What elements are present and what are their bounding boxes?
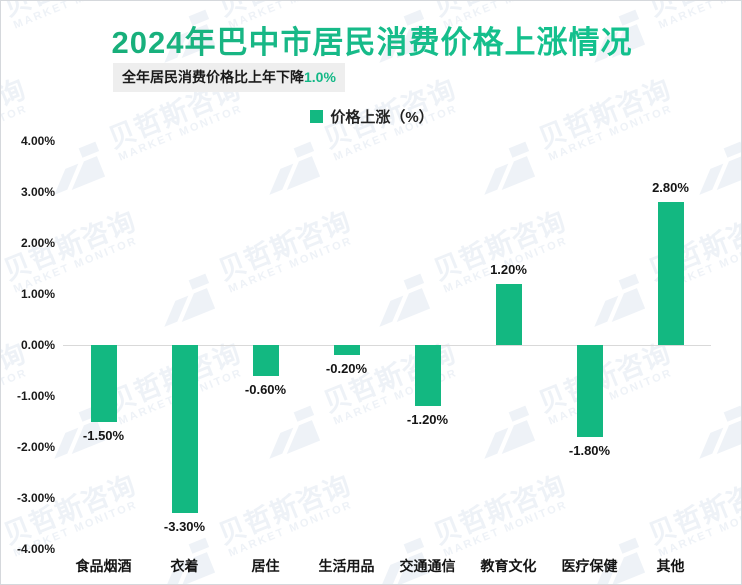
bar-group[interactable]: 1.20% 教育文化 (468, 141, 549, 574)
y-axis-tick-label: -4.00% (16, 542, 55, 556)
bar-group[interactable]: -1.20% 交通通信 (387, 141, 468, 574)
y-axis-tick-label: 1.00% (20, 287, 55, 301)
subtitle-value: 1.0% (304, 69, 336, 85)
y-axis-tick-label: 2.00% (20, 236, 55, 250)
y-axis-tick-label: 0.00% (20, 338, 55, 352)
bar-value-label: -0.60% (244, 381, 287, 397)
bar[interactable] (90, 345, 117, 422)
x-axis-tick-label: 衣着 (170, 558, 199, 574)
page-title: 2024年巴中市居民消费价格上涨情况 (1, 17, 741, 62)
x-axis-tick-label: 食品烟酒 (75, 558, 132, 574)
bar[interactable] (414, 345, 441, 407)
bar-group[interactable]: -0.60% 居住 (225, 141, 306, 574)
y-axis-tick-label: 4.00% (20, 134, 55, 148)
subtitle-text: 全年居民消费价格比上年下降 (122, 69, 304, 85)
legend-item-price-increase[interactable]: 价格上涨（%） (310, 106, 434, 127)
bar-group[interactable]: 2.80% 其他 (630, 141, 711, 574)
bar[interactable] (657, 202, 684, 345)
bar[interactable] (333, 345, 360, 356)
bar-group[interactable]: -0.20% 生活用品 (306, 141, 387, 574)
watermark-logo-icon (1, 265, 16, 340)
bar-value-label: -0.20% (325, 361, 368, 377)
bar-group[interactable]: -1.80% 医疗保健 (549, 141, 630, 574)
x-axis-tick-label: 居住 (251, 558, 280, 574)
x-axis-tick-label: 生活用品 (318, 558, 375, 574)
legend-item-label: 价格上涨（%） (330, 109, 434, 126)
x-axis-tick-label: 教育文化 (480, 558, 537, 574)
bar[interactable] (576, 345, 603, 437)
subtitle-badge: 全年居民消费价格比上年下降1.0% (113, 63, 345, 92)
watermark-logo-icon (1, 529, 16, 584)
y-axis-tick-label: -2.00% (16, 440, 55, 454)
y-axis-tick-label: -3.00% (16, 491, 55, 505)
x-axis-tick-label: 其他 (656, 558, 685, 574)
plot-area: 4.00% 3.00% 2.00% 1.00% 0.00% -1.00% -2.00% -3.… (17, 134, 711, 574)
x-axis-tick-label: 交通通信 (399, 558, 456, 574)
bar[interactable] (171, 345, 198, 514)
bar[interactable] (495, 283, 522, 345)
x-axis-tick-label: 医疗保健 (561, 558, 618, 574)
bar-value-label: -3.30% (163, 519, 206, 535)
bar[interactable] (252, 345, 279, 376)
zero-axis-line (63, 345, 711, 346)
bar-value-label: -1.80% (568, 442, 611, 458)
chart-legend: 价格上涨（%） (1, 106, 741, 128)
y-axis-tick-label: -1.00% (16, 389, 55, 403)
legend-swatch-icon (310, 110, 324, 123)
bar-group[interactable]: -3.30% 衣着 (144, 141, 225, 574)
bar-value-label: 2.80% (652, 180, 689, 196)
y-axis-tick-label: 3.00% (20, 185, 55, 199)
bar-value-label: 1.20% (490, 261, 527, 277)
bar-group[interactable]: -1.50% 食品烟酒 (63, 141, 144, 574)
bar-value-label: -1.50% (82, 427, 125, 443)
bar-value-label: -1.20% (406, 412, 449, 428)
